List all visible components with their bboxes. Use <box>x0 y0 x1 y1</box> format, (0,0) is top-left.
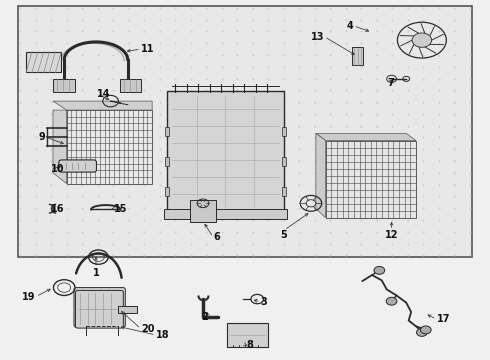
Polygon shape <box>316 134 326 218</box>
Bar <box>165 157 169 166</box>
Text: 17: 17 <box>437 314 450 324</box>
FancyBboxPatch shape <box>74 288 125 327</box>
Bar <box>282 127 286 136</box>
Text: 14: 14 <box>97 89 110 99</box>
Text: 1: 1 <box>93 268 99 278</box>
FancyBboxPatch shape <box>167 91 284 212</box>
Circle shape <box>416 328 427 336</box>
Bar <box>282 157 286 166</box>
Text: 15: 15 <box>114 204 127 214</box>
Text: 12: 12 <box>385 230 398 240</box>
Text: 7: 7 <box>388 78 394 88</box>
Bar <box>120 78 142 92</box>
Text: 19: 19 <box>23 292 36 302</box>
Circle shape <box>412 33 432 47</box>
Text: 4: 4 <box>347 21 353 31</box>
Text: 2: 2 <box>201 312 208 322</box>
Bar <box>326 140 416 218</box>
FancyBboxPatch shape <box>190 201 216 222</box>
Circle shape <box>420 326 431 334</box>
Polygon shape <box>53 101 152 110</box>
Circle shape <box>386 297 397 305</box>
Text: 16: 16 <box>50 204 64 215</box>
Text: 8: 8 <box>246 340 253 350</box>
Text: 13: 13 <box>311 32 324 41</box>
Text: 5: 5 <box>281 230 288 240</box>
Bar <box>165 127 169 136</box>
FancyBboxPatch shape <box>75 291 123 328</box>
Text: 10: 10 <box>50 164 64 174</box>
Bar <box>53 78 75 92</box>
Text: 11: 11 <box>141 44 154 54</box>
Text: 6: 6 <box>213 232 220 242</box>
Bar <box>164 209 287 220</box>
FancyBboxPatch shape <box>59 160 97 172</box>
Polygon shape <box>316 134 416 140</box>
Bar <box>67 110 152 184</box>
Text: 20: 20 <box>141 324 154 334</box>
Circle shape <box>374 266 385 274</box>
Text: 3: 3 <box>261 297 268 307</box>
Bar <box>282 187 286 196</box>
Bar <box>18 6 472 257</box>
Text: 18: 18 <box>156 330 169 340</box>
Bar <box>26 51 61 72</box>
Bar <box>165 187 169 196</box>
Bar <box>352 47 363 65</box>
Text: 9: 9 <box>39 132 46 142</box>
Bar <box>118 306 137 314</box>
Polygon shape <box>53 110 67 184</box>
FancyBboxPatch shape <box>227 323 268 347</box>
